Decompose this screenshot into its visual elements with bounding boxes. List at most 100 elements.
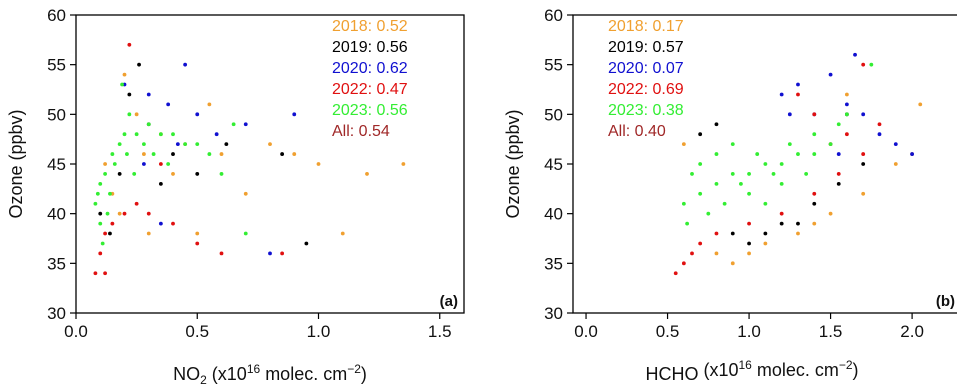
point-2023	[158, 132, 163, 137]
point-2023	[151, 152, 156, 156]
point-2020	[175, 142, 180, 147]
legend-entry: 2020: 0.62	[332, 60, 408, 77]
point-2020	[853, 52, 857, 57]
point-2018	[918, 102, 923, 107]
point-2019	[763, 231, 768, 236]
panel-a-y-ticks: 30 35 40 45 50 55 60	[47, 6, 76, 323]
point-2023	[142, 142, 146, 147]
point-2019	[224, 142, 229, 147]
point-2023	[110, 152, 115, 156]
legend-entry: All: 0.40	[608, 123, 666, 140]
point-2022	[171, 221, 175, 226]
point-2023	[747, 172, 751, 176]
point-2022	[836, 172, 841, 176]
point-2023	[134, 132, 139, 137]
point-2018	[134, 112, 139, 117]
x-tick-label: 1.0	[307, 322, 331, 341]
y-tick-label: 35	[47, 254, 66, 273]
point-2023	[103, 172, 107, 176]
y-tick-label: 30	[544, 304, 563, 323]
point-2022	[122, 211, 127, 216]
y-tick-label: 55	[47, 56, 66, 75]
point-2020	[268, 251, 272, 256]
point-2018	[861, 191, 866, 196]
panel-a-y-axis-label: Ozone (ppbv)	[6, 109, 26, 218]
point-2018	[219, 152, 224, 156]
point-2023	[755, 152, 760, 156]
point-2018	[207, 102, 212, 107]
x-tick-label: 1.0	[737, 322, 761, 341]
y-tick-label: 45	[544, 155, 563, 174]
point-2022	[93, 271, 98, 276]
point-2020	[183, 62, 188, 67]
point-2022	[146, 211, 151, 216]
point-2022	[747, 221, 751, 226]
point-2023	[120, 82, 124, 87]
point-2018	[122, 72, 127, 77]
point-2020	[844, 102, 849, 107]
y-tick-label: 50	[47, 105, 66, 124]
point-2022	[812, 191, 817, 196]
panel-a-legend: 2018: 0.52 2019: 0.56 2020: 0.62 2022: 0.47…	[332, 18, 408, 140]
legend-entry: 2023: 0.56	[332, 102, 408, 119]
point-2020	[910, 152, 914, 156]
point-2023	[231, 122, 236, 127]
point-2018	[243, 191, 248, 196]
point-2019	[171, 152, 175, 156]
point-2020	[214, 132, 219, 137]
point-2023	[112, 162, 117, 166]
panel-b-x-axis-label: HCHO (x1016 molec. cm−2)	[645, 358, 858, 384]
point-2022	[844, 132, 849, 137]
point-2019	[117, 172, 122, 176]
point-2023	[771, 172, 776, 176]
point-2023	[844, 112, 849, 117]
point-2022	[796, 92, 800, 97]
point-2022	[134, 201, 139, 206]
point-2018	[730, 261, 735, 266]
y-tick-label: 50	[544, 105, 563, 124]
point-2022	[861, 62, 866, 67]
panel-b-y-axis-label: Ozone (ppbv)	[503, 109, 523, 218]
point-2023	[869, 62, 874, 67]
panel-a-tag: (a)	[440, 293, 458, 310]
point-2023	[763, 162, 768, 166]
point-2018	[796, 231, 800, 236]
panel-b-points	[673, 52, 923, 276]
x-tick-label: 0.0	[574, 322, 598, 341]
point-2023	[796, 152, 800, 156]
point-2023	[730, 172, 735, 176]
point-2018	[146, 231, 151, 236]
panel-a-x-axis-label: NO2 (x1016 molec. cm−2)	[173, 362, 367, 387]
y-tick-label: 40	[544, 205, 563, 224]
point-2019	[127, 92, 132, 97]
point-2018	[340, 231, 345, 236]
point-2023	[166, 162, 171, 166]
point-2022	[812, 112, 817, 117]
point-2023	[98, 181, 103, 186]
point-2018	[763, 241, 768, 246]
point-2022	[219, 251, 224, 256]
point-2023	[146, 122, 151, 127]
point-2018	[844, 92, 849, 97]
point-2022	[98, 251, 103, 256]
panel-b-y-ticks: 30 35 40 45 50 55 60	[544, 6, 573, 323]
point-2018	[268, 142, 272, 147]
point-2023	[747, 191, 751, 196]
legend-entry: 2023: 0.38	[608, 102, 684, 119]
point-2022	[861, 152, 866, 156]
point-2020	[779, 92, 784, 97]
point-2023	[787, 142, 792, 147]
point-2018	[195, 231, 200, 236]
panel-b-tag: (b)	[936, 293, 955, 310]
point-2019	[304, 241, 309, 246]
point-2023	[690, 172, 694, 176]
point-2019	[796, 221, 800, 226]
point-2023	[804, 172, 809, 176]
point-2023	[779, 181, 784, 186]
point-2023	[828, 142, 833, 147]
point-2023	[122, 132, 127, 137]
y-tick-label: 35	[544, 254, 563, 273]
point-2020	[243, 122, 248, 127]
point-2022	[779, 211, 784, 216]
y-tick-label: 40	[47, 205, 66, 224]
